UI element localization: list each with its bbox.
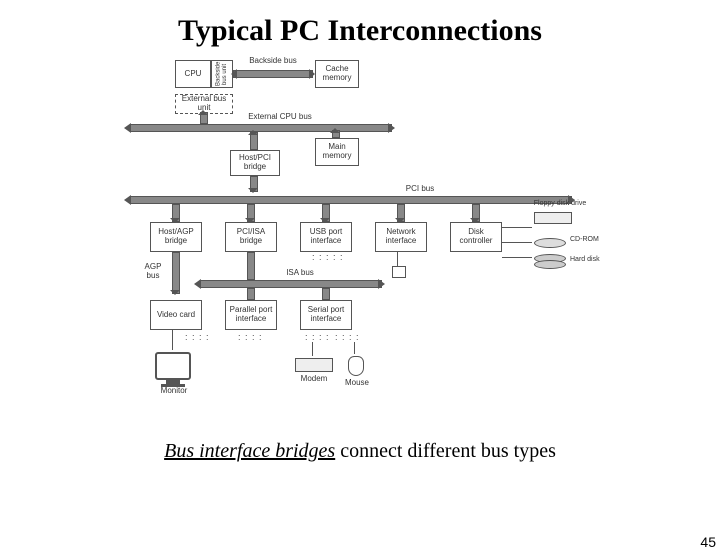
mouse-label: Mouse (342, 378, 372, 387)
connector (397, 252, 398, 266)
page-number: 45 (700, 534, 716, 550)
connector (502, 257, 532, 258)
arrow-icon (124, 195, 131, 205)
connector (502, 227, 532, 228)
arrow-icon (170, 290, 180, 295)
backside-bus-label: Backside bus (248, 56, 298, 65)
agp-bus (172, 252, 180, 294)
arrow-icon (231, 69, 237, 79)
caption-italic: Bus interface bridges (164, 440, 335, 462)
cdrom-icon (534, 238, 566, 248)
arrow-icon (378, 279, 385, 289)
monitor-label: Monitor (154, 386, 194, 395)
box-usb-port-interface: USB port interface (300, 222, 352, 252)
arrow-icon (388, 123, 395, 133)
connector (247, 288, 255, 300)
harddisk-icon (534, 254, 566, 269)
connector (322, 288, 330, 300)
modem-label: Modem (296, 374, 332, 383)
box-parallel-port: Parallel port interface (225, 300, 277, 330)
floppy-drive-icon (534, 212, 572, 224)
external-cpu-bus (130, 124, 392, 132)
arrow-icon (309, 69, 315, 79)
page-title: Typical PC Interconnections (0, 14, 720, 48)
modem-icon (295, 358, 333, 372)
arrow-icon (170, 218, 180, 223)
connector (354, 342, 355, 354)
arrow-icon (194, 279, 201, 289)
connector (247, 252, 255, 280)
box-pci-isa-bridge: PCI/ISA bridge (225, 222, 277, 252)
mouse-icon (348, 356, 364, 376)
interconnection-diagram: CPU Backside bus unit Cache memory Backs… (100, 52, 620, 432)
arrow-icon (245, 218, 255, 223)
connector (172, 330, 173, 350)
caption-rest: connect different bus types (335, 440, 556, 462)
caption: Bus interface bridges connect different … (0, 440, 720, 463)
arrow-icon (470, 218, 480, 223)
pci-bus (130, 196, 572, 204)
box-backside-bus-unit: Backside bus unit (211, 60, 233, 88)
box-host-agp-bridge: Host/AGP bridge (150, 222, 202, 252)
box-network-interface: Network interface (375, 222, 427, 252)
box-cpu: CPU (175, 60, 211, 88)
box-serial-port: Serial port interface (300, 300, 352, 330)
cdrom-label: CD-ROM (570, 236, 599, 243)
arrow-icon (395, 218, 405, 223)
isa-bus (200, 280, 382, 288)
monitor-icon (155, 352, 191, 387)
external-cpu-bus-label: External CPU bus (240, 112, 320, 121)
connector (502, 242, 532, 243)
pci-bus-label: PCI bus (400, 184, 440, 193)
port-dots-icon: : : : : (305, 332, 330, 342)
arrow-icon (248, 188, 258, 193)
arrow-icon (330, 128, 340, 133)
agp-bus-label: AGP bus (138, 262, 168, 280)
port-dots-icon: : : : : : (312, 252, 344, 262)
floppy-label: Floppy disk drive (530, 200, 590, 207)
backside-bus (233, 70, 313, 78)
connector (332, 88, 336, 122)
connector (312, 342, 313, 356)
harddisk-label: Hard disk (570, 256, 600, 263)
isa-bus-label: ISA bus (280, 268, 320, 277)
box-host-pci-bridge: Host/PCI bridge (230, 150, 280, 176)
box-video-card: Video card (150, 300, 202, 330)
arrow-icon (124, 123, 131, 133)
box-main-memory: Main memory (315, 138, 359, 166)
port-dots-icon: : : : : (335, 332, 360, 342)
arrow-icon (248, 130, 258, 135)
arrow-icon (320, 218, 330, 223)
port-dots-icon: : : : : (238, 332, 263, 342)
arrow-icon (198, 110, 208, 115)
port-dots-icon: : : : : (185, 332, 210, 342)
box-disk-controller: Disk controller (450, 222, 502, 252)
box-cache-memory: Cache memory (315, 60, 359, 88)
